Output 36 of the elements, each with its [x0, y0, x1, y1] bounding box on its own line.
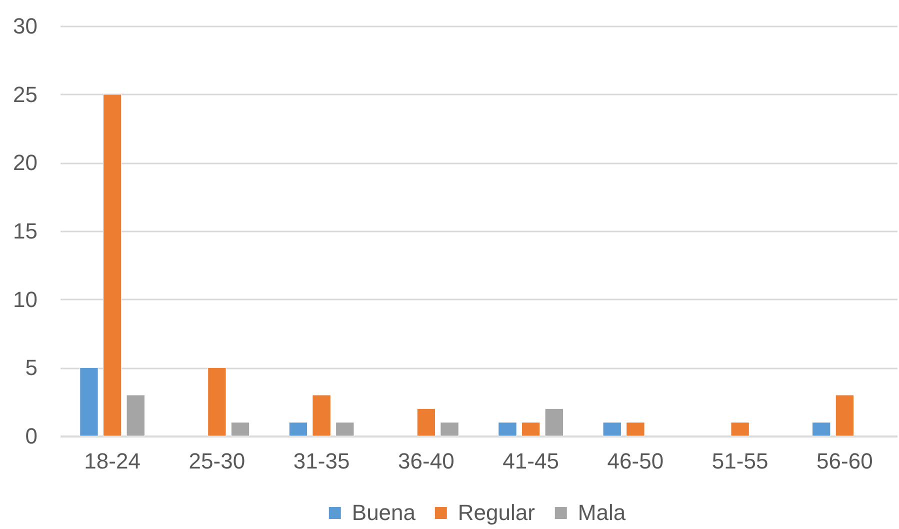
- bar: [288, 422, 308, 436]
- bar: [626, 422, 645, 436]
- x-tick-label: 46-50: [607, 448, 664, 474]
- x-tick-label: 56-60: [816, 448, 873, 474]
- x-tick-label: 18-24: [84, 448, 140, 474]
- bar: [416, 408, 436, 436]
- y-tick-label: 15: [13, 218, 38, 244]
- y-tick-label: 0: [25, 424, 38, 448]
- bar: [208, 367, 226, 436]
- bar: [80, 367, 98, 436]
- y-tick-label: 30: [13, 14, 38, 38]
- bar: [336, 422, 354, 436]
- legend-label: Buena: [352, 500, 416, 525]
- y-tick-label: 10: [13, 286, 38, 312]
- bar: [126, 394, 145, 436]
- bar: [230, 422, 250, 436]
- x-tick-label: 25-30: [188, 448, 246, 474]
- bar: [602, 422, 622, 436]
- bar: [498, 422, 517, 436]
- bar: [812, 422, 831, 436]
- legend-label: Mala: [578, 500, 626, 525]
- bar: [102, 94, 122, 436]
- x-tick-label: 51-55: [712, 448, 768, 474]
- x-tick-label: 41-45: [502, 448, 559, 474]
- bar: [312, 394, 331, 436]
- bar: [835, 394, 854, 436]
- bar: [521, 422, 540, 436]
- x-tick-label: 31-35: [293, 448, 350, 474]
- bar: [544, 408, 564, 436]
- x-tick-label: 36-40: [398, 448, 454, 474]
- bar: [440, 422, 459, 436]
- legend-label: Regular: [458, 500, 535, 525]
- bar: [730, 422, 750, 436]
- y-tick-label: 25: [13, 82, 38, 107]
- y-tick-label: 5: [25, 355, 38, 380]
- y-tick-label: 20: [13, 150, 38, 176]
